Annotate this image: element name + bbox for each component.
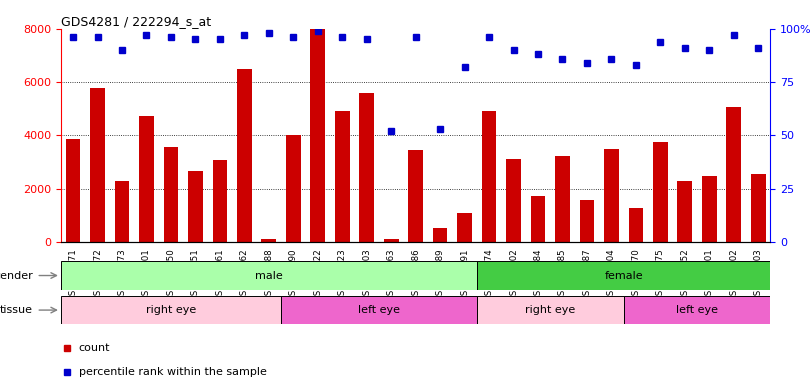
Text: count: count bbox=[79, 343, 110, 353]
Bar bbox=[624, 296, 770, 324]
Bar bbox=[311, 29, 325, 242]
Bar bbox=[604, 149, 619, 242]
Bar bbox=[212, 161, 227, 242]
Text: male: male bbox=[255, 270, 283, 281]
Text: left eye: left eye bbox=[676, 305, 718, 315]
Bar bbox=[61, 296, 281, 324]
Bar bbox=[139, 116, 154, 242]
Bar bbox=[281, 296, 477, 324]
Bar bbox=[506, 159, 521, 242]
Text: percentile rank within the sample: percentile rank within the sample bbox=[79, 367, 267, 377]
Bar bbox=[580, 200, 594, 242]
Bar bbox=[164, 147, 178, 242]
Bar bbox=[482, 111, 496, 242]
Bar bbox=[677, 181, 692, 242]
Bar bbox=[457, 214, 472, 242]
Bar bbox=[90, 88, 105, 242]
Text: GDS4281 / 222294_s_at: GDS4281 / 222294_s_at bbox=[61, 15, 211, 28]
Bar bbox=[433, 228, 448, 242]
Bar bbox=[188, 170, 203, 242]
Bar bbox=[629, 208, 643, 242]
Bar bbox=[477, 296, 624, 324]
Bar bbox=[727, 107, 741, 242]
Bar bbox=[66, 139, 80, 242]
Bar bbox=[114, 181, 129, 242]
Bar bbox=[555, 156, 570, 242]
Text: tissue: tissue bbox=[0, 305, 32, 315]
Bar bbox=[261, 239, 277, 242]
Bar bbox=[477, 261, 770, 290]
Bar bbox=[359, 93, 374, 242]
Bar bbox=[335, 111, 350, 242]
Text: right eye: right eye bbox=[146, 305, 196, 315]
Text: gender: gender bbox=[0, 270, 32, 281]
Bar bbox=[237, 69, 251, 242]
Text: right eye: right eye bbox=[525, 305, 575, 315]
Bar bbox=[61, 261, 477, 290]
Text: female: female bbox=[604, 270, 643, 281]
Bar bbox=[286, 135, 301, 242]
Bar bbox=[702, 175, 717, 242]
Bar bbox=[408, 150, 423, 242]
Bar bbox=[384, 239, 398, 242]
Text: left eye: left eye bbox=[358, 305, 400, 315]
Bar bbox=[530, 196, 545, 242]
Bar bbox=[653, 142, 667, 242]
Bar bbox=[751, 174, 766, 242]
